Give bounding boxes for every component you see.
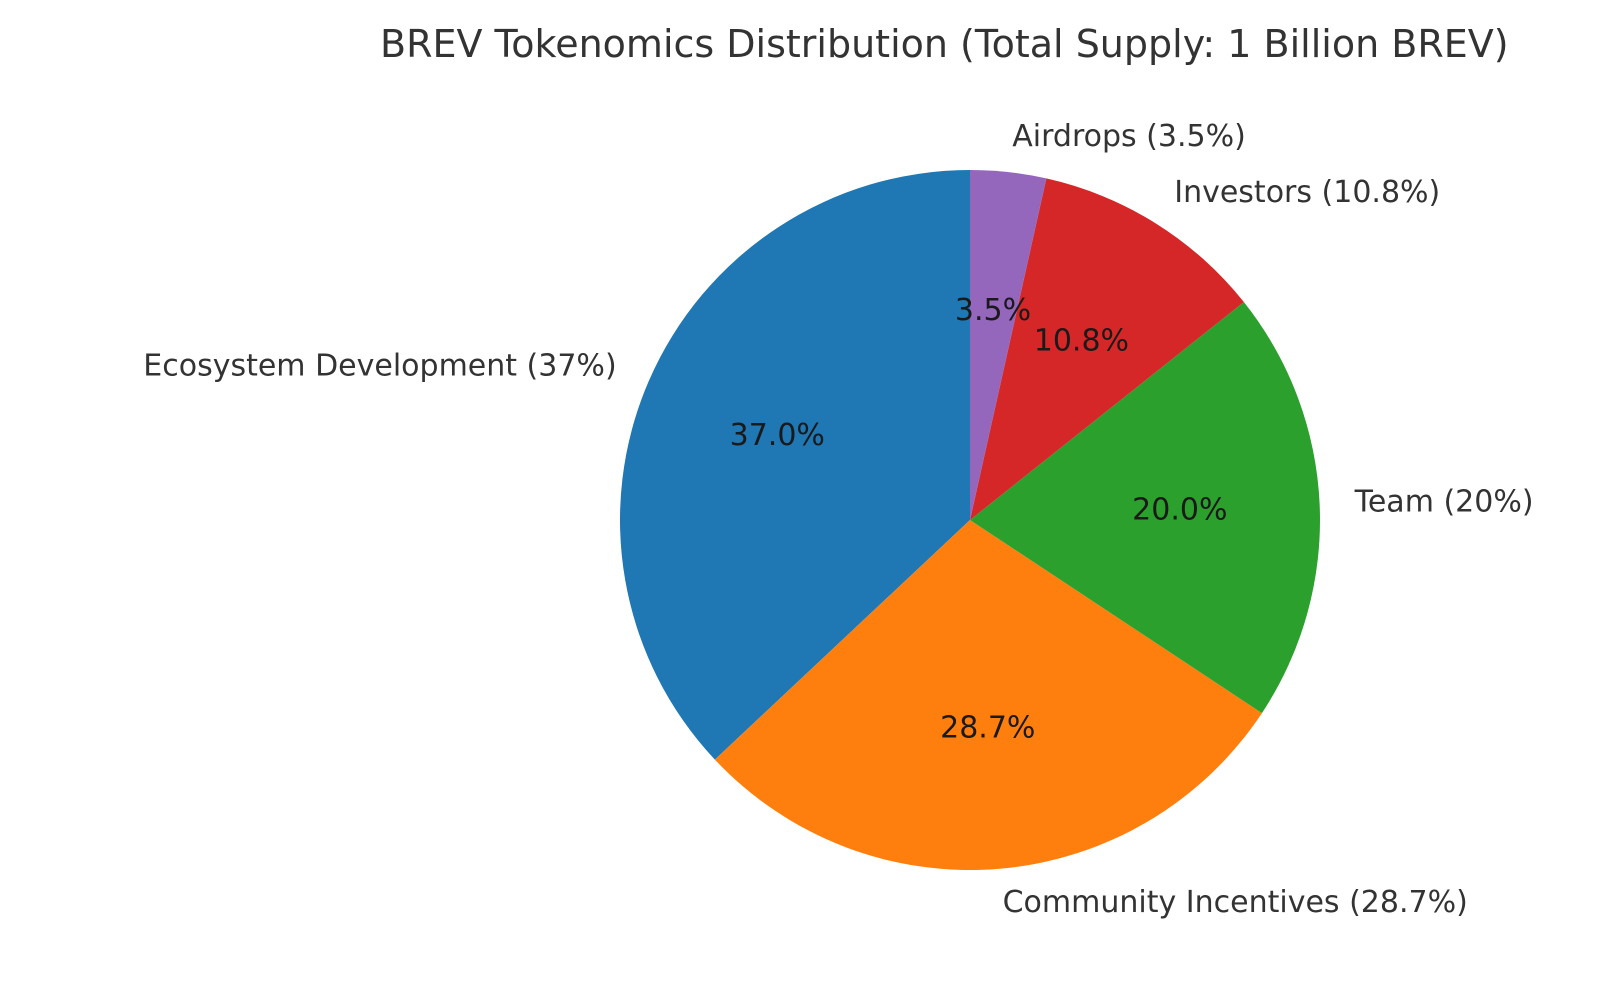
pie-slice-community-incentives bbox=[714, 520, 1262, 871]
pie-slice-ecosystem-development bbox=[620, 170, 970, 760]
slice-label-investors: Investors (10.8%) bbox=[1174, 175, 1440, 210]
pct-label-team: 20.0% bbox=[1132, 492, 1227, 527]
pie-slice-team bbox=[970, 302, 1320, 714]
slice-label-community-incentives: Community Incentives (28.7%) bbox=[1003, 885, 1468, 920]
slice-label-airdrops: Airdrops (3.5%) bbox=[1012, 119, 1246, 154]
pie-slice-airdrops bbox=[970, 170, 1047, 520]
chart-title: BREV Tokenomics Distribution (Total Supp… bbox=[380, 22, 1509, 66]
pct-label-investors: 10.8% bbox=[1034, 323, 1129, 358]
pct-label-ecosystem-development: 37.0% bbox=[730, 418, 825, 453]
pct-label-community-incentives: 28.7% bbox=[940, 711, 1035, 746]
pct-label-airdrops: 3.5% bbox=[955, 293, 1031, 328]
slice-label-team: Team (20%) bbox=[1354, 485, 1534, 520]
slice-label-ecosystem-development: Ecosystem Development (37%) bbox=[143, 349, 616, 384]
pie-slice-investors bbox=[970, 178, 1244, 520]
